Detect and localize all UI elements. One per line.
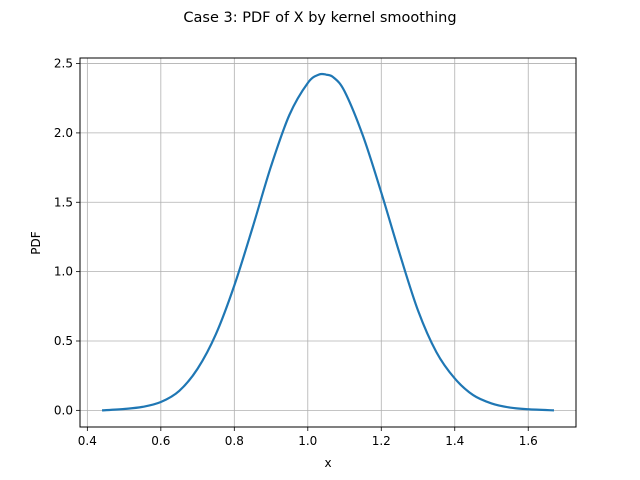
x-tick-label: 1.6 <box>519 434 538 448</box>
x-tick-label: 1.0 <box>298 434 317 448</box>
y-axis-label: PDF <box>29 231 43 254</box>
x-axis-label: x <box>324 456 331 470</box>
axis-ticks: 0.4 0.6 0.8 1.0 1.2 1.4 1.6 0.0 0.5 1.0 1.5 2.0 2.5 <box>54 57 538 448</box>
chart-title: Case 3: PDF of X by kernel smoothing <box>183 10 456 26</box>
grid-lines <box>80 58 576 427</box>
pdf-curve <box>101 72 555 412</box>
series-lines <box>101 72 555 412</box>
x-tick-label: 0.6 <box>151 434 170 448</box>
axes-frame <box>79 57 577 428</box>
y-tick-label: 0.0 <box>54 403 73 417</box>
y-tick-label: 0.5 <box>54 334 73 348</box>
x-tick-label: 0.8 <box>225 434 244 448</box>
y-tick-label: 2.0 <box>54 126 73 140</box>
y-tick-label: 1.0 <box>54 265 73 279</box>
x-tick-label: 1.2 <box>372 434 391 448</box>
y-tick-label: 1.5 <box>54 195 73 209</box>
y-tick-label: 2.5 <box>54 57 73 71</box>
x-tick-label: 0.4 <box>78 434 97 448</box>
x-tick-label: 1.4 <box>445 434 464 448</box>
